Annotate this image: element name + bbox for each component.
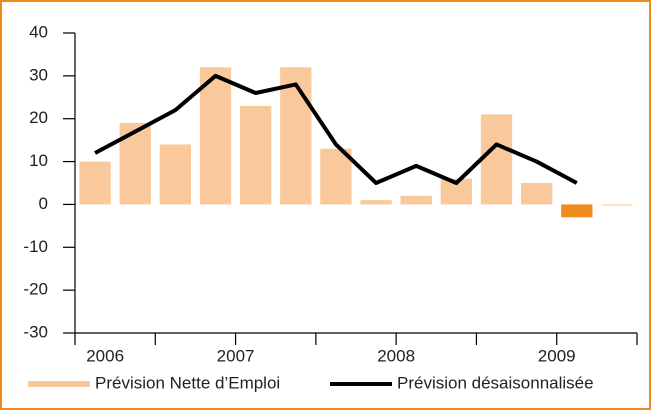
legend-label: Prévision Nette d’Emploi [95,373,280,392]
bar [320,148,352,205]
y-tick-label: 10 [29,151,48,170]
y-tick-label: 30 [29,65,48,84]
y-tick-label: 40 [29,22,48,41]
bar [79,161,111,205]
bar [280,67,312,205]
bar [480,114,513,205]
bar [400,195,432,205]
y-tick-label: -30 [23,322,48,341]
bar [360,200,392,205]
x-tick-label: 2008 [377,346,415,365]
bar [159,144,192,205]
x-tick-label: 2009 [538,346,576,365]
legend-label: Prévision désaisonnalisée [397,373,594,392]
x-tick-label: 2007 [217,346,255,365]
y-tick-label: 20 [29,108,48,127]
y-tick-label: -20 [23,280,48,299]
y-tick-label: 0 [39,194,48,213]
bar [520,183,553,205]
y-tick-label: -10 [23,237,48,256]
bar [199,67,232,205]
x-tick-label: 2006 [86,346,124,365]
line [94,73,578,185]
bar [239,105,272,205]
bar [601,204,633,206]
bar [561,204,593,218]
